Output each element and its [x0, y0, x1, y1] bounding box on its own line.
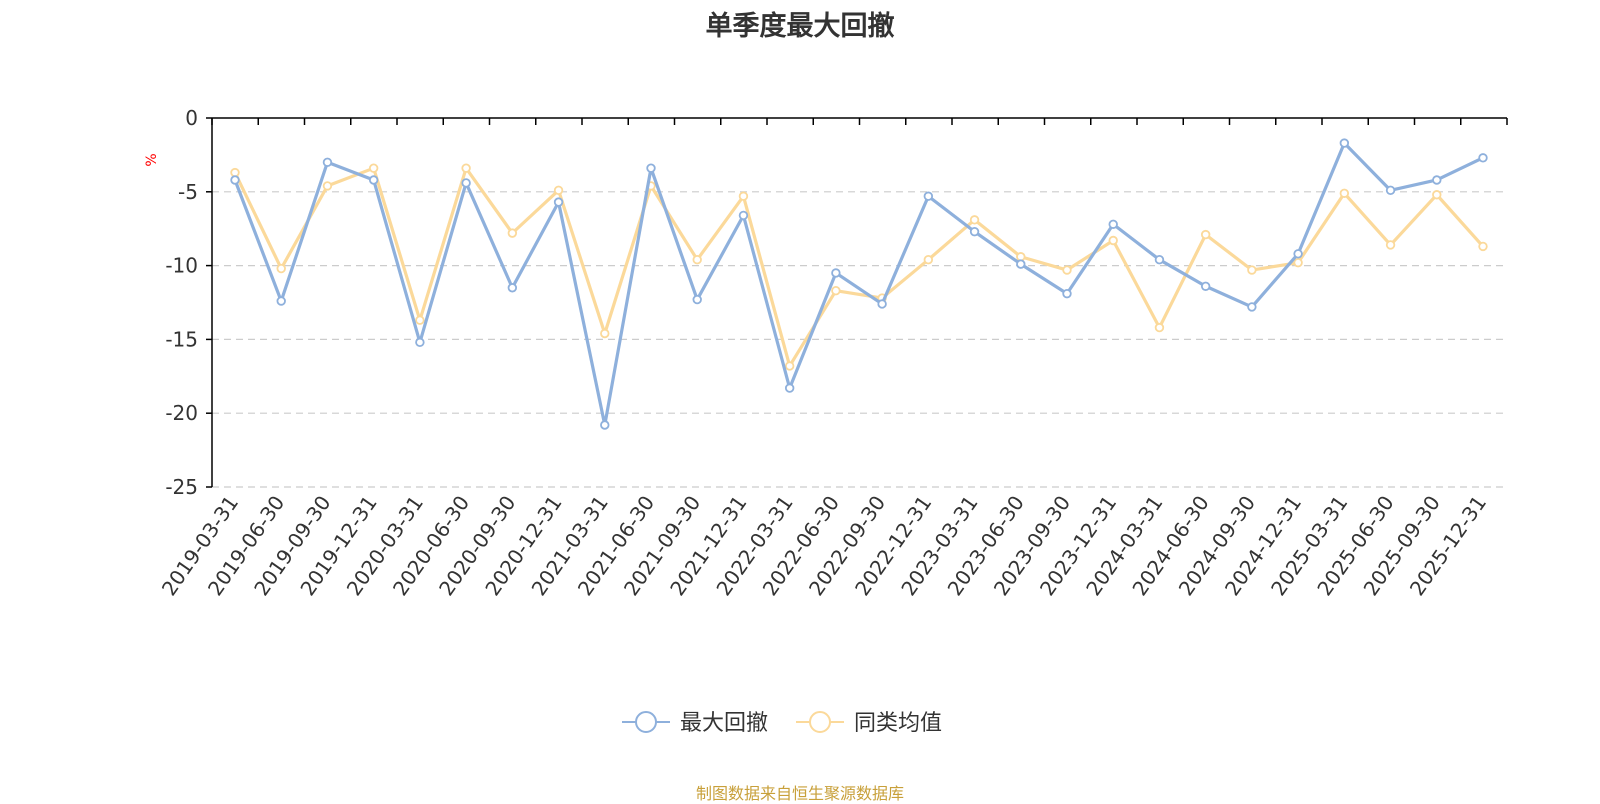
data-point[interactable]: [553, 185, 564, 196]
data-point[interactable]: [831, 285, 841, 296]
data-point[interactable]: [1293, 249, 1303, 259]
series-1: [230, 138, 1488, 430]
data-point[interactable]: [1432, 190, 1442, 200]
data-point[interactable]: [553, 197, 564, 207]
chart-title: 单季度最大回撤: [705, 11, 895, 42]
data-point[interactable]: [1385, 240, 1396, 250]
data-point[interactable]: [1247, 265, 1257, 275]
data-point[interactable]: [1062, 288, 1072, 299]
data-point[interactable]: [1478, 153, 1488, 163]
y-tick-label: -20: [165, 401, 198, 425]
y-axis-unit-label: %: [144, 153, 160, 166]
grid-lines: [212, 191, 1507, 488]
data-point[interactable]: [1200, 229, 1211, 240]
series-line: [233, 141, 1484, 427]
series-lines: [230, 138, 1488, 430]
data-point[interactable]: [230, 167, 240, 178]
legend-label: 最大回撤: [680, 711, 768, 736]
data-point[interactable]: [276, 263, 286, 274]
data-point[interactable]: [461, 178, 471, 188]
data-point[interactable]: [368, 163, 379, 173]
data-point[interactable]: [923, 191, 934, 201]
data-point[interactable]: [646, 163, 656, 173]
data-point[interactable]: [969, 226, 980, 237]
data-point[interactable]: [276, 296, 286, 306]
data-point[interactable]: [738, 191, 749, 201]
y-tick-label: -25: [165, 475, 198, 499]
legend-marker: [809, 711, 831, 733]
data-point[interactable]: [600, 328, 610, 339]
data-point[interactable]: [1200, 281, 1211, 291]
legend-label: 同类均值: [854, 711, 942, 736]
x-tick-labels: 2019-03-312019-06-302019-09-302019-12-31…: [157, 491, 1491, 600]
legend[interactable]: 最大回撤 同类均值: [622, 711, 942, 736]
y-tick-label: 0: [185, 106, 198, 130]
data-point[interactable]: [230, 175, 240, 185]
data-point[interactable]: [1339, 188, 1350, 198]
data-point[interactable]: [1154, 322, 1165, 333]
data-point[interactable]: [415, 337, 425, 348]
data-point[interactable]: [507, 228, 518, 238]
data-point[interactable]: [738, 210, 749, 221]
data-point[interactable]: [322, 181, 333, 191]
y-tick-label: -10: [165, 254, 198, 278]
data-point[interactable]: [461, 163, 471, 173]
data-point[interactable]: [1339, 138, 1350, 148]
data-point[interactable]: [1108, 219, 1118, 229]
y-tick-label: -15: [165, 327, 198, 351]
data-point[interactable]: [1293, 257, 1303, 268]
legend-marker: [635, 711, 657, 733]
source-note: 制图数据来自恒生聚源数据库: [695, 784, 904, 803]
data-point[interactable]: [784, 361, 795, 371]
data-point[interactable]: [1478, 241, 1488, 252]
data-point[interactable]: [507, 283, 518, 293]
series-2: [230, 163, 1488, 371]
data-point[interactable]: [831, 268, 841, 278]
axes: [206, 117, 1508, 488]
data-point[interactable]: [692, 254, 702, 265]
data-point[interactable]: [415, 315, 425, 325]
legend-item[interactable]: 同类均值: [796, 711, 942, 736]
data-point[interactable]: [600, 420, 610, 430]
data-point[interactable]: [1432, 175, 1442, 185]
data-point[interactable]: [1108, 235, 1118, 246]
data-point[interactable]: [1385, 185, 1396, 196]
data-point[interactable]: [692, 294, 702, 305]
data-point[interactable]: [1154, 254, 1165, 265]
data-point[interactable]: [923, 254, 934, 265]
data-point[interactable]: [368, 175, 379, 185]
data-point[interactable]: [322, 157, 333, 167]
data-point[interactable]: [1247, 302, 1257, 312]
legend-item[interactable]: 最大回撤: [622, 711, 768, 736]
data-point[interactable]: [877, 299, 887, 309]
data-point[interactable]: [969, 215, 980, 225]
series-line: [233, 166, 1485, 368]
data-point[interactable]: [1016, 252, 1026, 262]
data-point[interactable]: [784, 383, 795, 393]
data-point[interactable]: [1062, 265, 1072, 275]
data-point[interactable]: [1016, 259, 1026, 269]
y-tick-label: -5: [178, 180, 198, 204]
y-tick-labels: 0 -5 -10 -15 -20 -25: [165, 106, 198, 499]
